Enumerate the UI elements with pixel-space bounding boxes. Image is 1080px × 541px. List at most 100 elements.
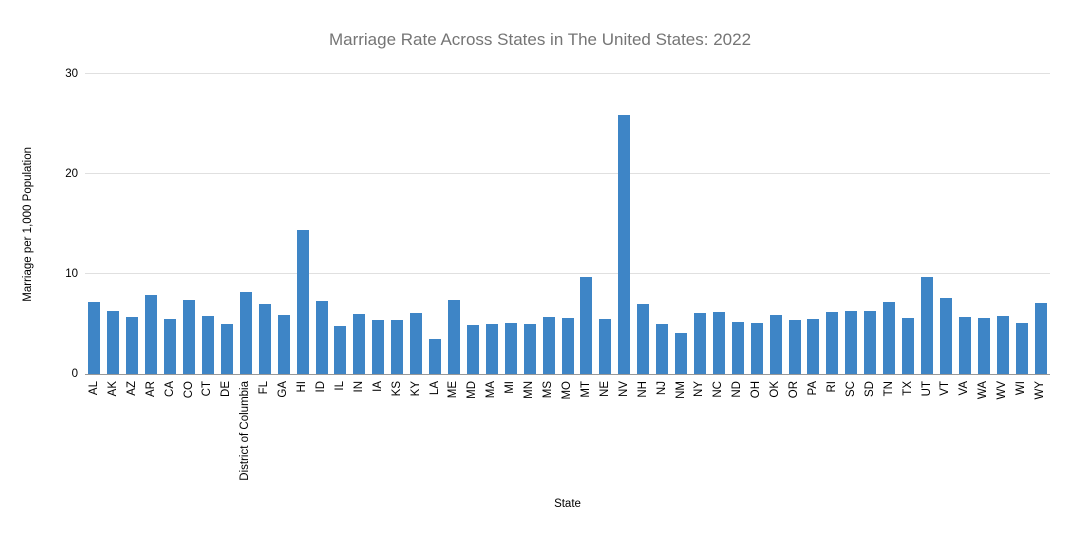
bar-CO[interactable] bbox=[183, 300, 196, 374]
x-tick-label-ND: ND bbox=[731, 381, 744, 398]
bar-VA[interactable] bbox=[958, 317, 971, 374]
bar-SD[interactable] bbox=[864, 311, 877, 374]
x-tick-label-WV: WV bbox=[996, 381, 1009, 400]
x-tick-label-ID: ID bbox=[315, 381, 328, 393]
bar-IA[interactable] bbox=[372, 320, 385, 374]
bar-WI[interactable] bbox=[1015, 323, 1028, 374]
bar-OK[interactable] bbox=[769, 315, 782, 374]
chart-title: Marriage Rate Across States in The Unite… bbox=[328, 30, 752, 49]
x-tick-label-WY: WY bbox=[1034, 381, 1047, 400]
bar-AR[interactable] bbox=[145, 295, 158, 374]
bar-MO[interactable] bbox=[561, 318, 574, 374]
bar-AL[interactable] bbox=[88, 302, 101, 374]
bar-NJ[interactable] bbox=[656, 324, 669, 374]
bar-GA[interactable] bbox=[277, 315, 290, 374]
bar-RI[interactable] bbox=[826, 312, 839, 374]
x-tick-label-IN: IN bbox=[352, 381, 365, 393]
bar-IL[interactable] bbox=[334, 326, 347, 374]
x-axis-title: State bbox=[554, 498, 581, 510]
x-tick-label-IL: IL bbox=[333, 381, 346, 391]
bar-VT[interactable] bbox=[939, 298, 952, 374]
x-tick-label-OH: OH bbox=[750, 381, 763, 399]
x-tick-label-MI: MI bbox=[504, 381, 517, 394]
bar-ME[interactable] bbox=[447, 300, 460, 374]
gridline-30 bbox=[85, 73, 1050, 74]
bar-HI[interactable] bbox=[296, 230, 309, 374]
x-tick-label-SC: SC bbox=[844, 381, 857, 397]
bar-NC[interactable] bbox=[712, 312, 725, 374]
x-tick-label-CT: CT bbox=[201, 381, 214, 397]
x-tick-label-MD: MD bbox=[466, 381, 479, 399]
x-tick-label-OK: OK bbox=[769, 381, 782, 398]
bar-DE[interactable] bbox=[220, 324, 233, 374]
bar-CT[interactable] bbox=[201, 316, 214, 374]
bar-MS[interactable] bbox=[542, 317, 555, 374]
bar-MT[interactable] bbox=[580, 277, 593, 374]
x-tick-label-GA: GA bbox=[277, 381, 290, 398]
x-tick-label-NY: NY bbox=[693, 381, 706, 397]
x-tick-label-WI: WI bbox=[1015, 381, 1028, 396]
x-tick-label-NM: NM bbox=[674, 381, 687, 399]
gridline-10 bbox=[85, 273, 1050, 274]
x-tick-label-District of Columbia: District of Columbia bbox=[239, 381, 252, 481]
bar-OH[interactable] bbox=[750, 323, 763, 374]
bar-TX[interactable] bbox=[902, 318, 915, 374]
bar-AK[interactable] bbox=[107, 311, 120, 374]
x-tick-label-MT: MT bbox=[579, 381, 592, 398]
x-tick-label-NE: NE bbox=[598, 381, 611, 397]
bar-ID[interactable] bbox=[315, 301, 328, 374]
bar-TN[interactable] bbox=[883, 302, 896, 374]
x-tick-label-IA: IA bbox=[371, 381, 384, 392]
bar-IN[interactable] bbox=[353, 314, 366, 374]
gridline-20 bbox=[85, 173, 1050, 174]
x-tick-label-NJ: NJ bbox=[655, 381, 668, 396]
x-tick-label-ME: ME bbox=[447, 381, 460, 399]
bar-FL[interactable] bbox=[258, 304, 271, 374]
y-tick-label-20: 20 bbox=[65, 168, 78, 180]
bar-NH[interactable] bbox=[637, 304, 650, 374]
x-tick-label-FL: FL bbox=[258, 381, 271, 395]
bar-LA[interactable] bbox=[429, 339, 442, 374]
bar-WV[interactable] bbox=[996, 316, 1009, 374]
bar-KY[interactable] bbox=[410, 313, 423, 374]
bar-MA[interactable] bbox=[485, 324, 498, 374]
x-tick-label-AL: AL bbox=[87, 381, 100, 396]
bar-OR[interactable] bbox=[788, 320, 801, 374]
x-tick-label-AK: AK bbox=[106, 381, 119, 397]
bar-KS[interactable] bbox=[391, 320, 404, 374]
bar-WA[interactable] bbox=[977, 318, 990, 374]
bar-NY[interactable] bbox=[693, 313, 706, 374]
x-tick-label-AR: AR bbox=[144, 381, 157, 397]
bar-NM[interactable] bbox=[675, 333, 688, 374]
x-axis-tick-labels: AL AK AZ AR CA CO CT DE District of Columbia FL GA… bbox=[85, 381, 1050, 493]
bar-WY[interactable] bbox=[1034, 303, 1047, 374]
x-tick-label-MN: MN bbox=[523, 381, 536, 399]
x-tick-label-MO: MO bbox=[561, 381, 573, 400]
bar-UT[interactable] bbox=[921, 277, 933, 374]
bar-ND[interactable] bbox=[731, 322, 744, 374]
x-tick-label-TX: TX bbox=[901, 381, 914, 396]
bar-PA[interactable] bbox=[807, 319, 820, 374]
x-tick-label-VT: VT bbox=[939, 381, 952, 396]
plot-area bbox=[85, 73, 1050, 375]
x-tick-label-MS: MS bbox=[542, 381, 555, 399]
bar-MN[interactable] bbox=[523, 324, 536, 374]
bar-MI[interactable] bbox=[504, 323, 517, 374]
x-tick-label-CA: CA bbox=[163, 381, 176, 397]
y-tick-label-0: 0 bbox=[71, 368, 78, 380]
x-axis-baseline bbox=[85, 374, 1050, 375]
bar-NE[interactable] bbox=[599, 319, 612, 374]
x-tick-label-NC: NC bbox=[712, 381, 725, 398]
x-tick-label-CO: CO bbox=[182, 381, 195, 399]
x-tick-label-SD: SD bbox=[863, 381, 876, 397]
bar-NV[interactable] bbox=[618, 115, 631, 374]
x-tick-label-AZ: AZ bbox=[125, 381, 138, 396]
x-tick-label-VA: VA bbox=[958, 381, 971, 396]
bar-AZ[interactable] bbox=[126, 317, 139, 374]
bar-MD[interactable] bbox=[466, 325, 479, 374]
bar-SC[interactable] bbox=[845, 311, 858, 374]
bar-District of Columbia[interactable] bbox=[239, 292, 252, 374]
bar-CA[interactable] bbox=[164, 319, 177, 374]
x-tick-label-UT: UT bbox=[920, 381, 933, 397]
